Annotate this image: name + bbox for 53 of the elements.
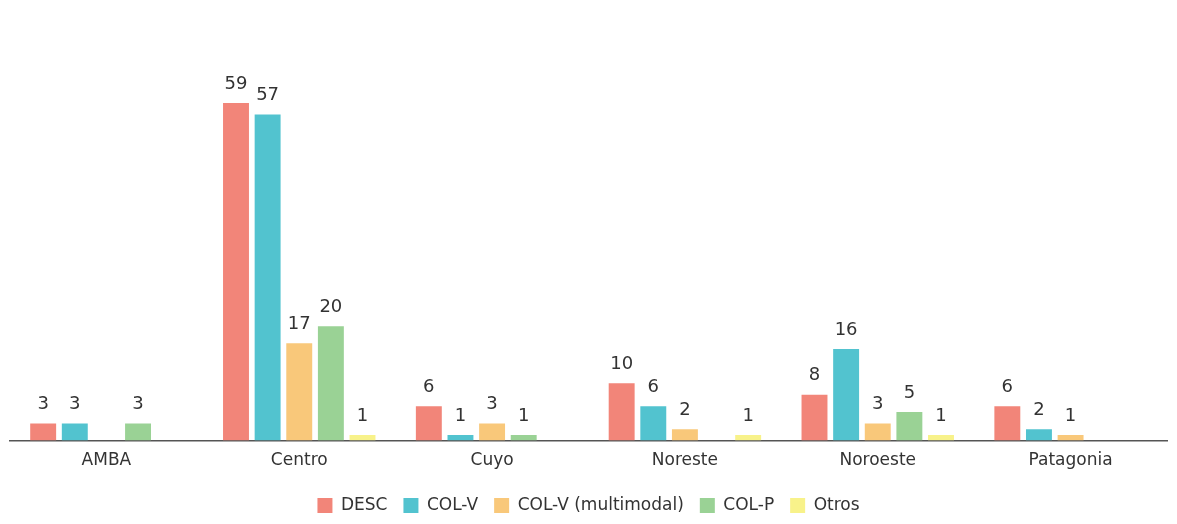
bar	[61, 423, 88, 441]
data-label: 1	[356, 403, 369, 425]
x-tick-label: AMBA	[81, 449, 132, 470]
data-label: 6	[1001, 374, 1014, 396]
bar	[223, 102, 249, 441]
bar	[317, 326, 344, 441]
data-label: 1	[935, 403, 947, 425]
x-tick-label: Patagonia	[1028, 449, 1113, 470]
bar	[994, 406, 1021, 441]
data-label: 8	[808, 363, 821, 385]
data-label: 1	[742, 403, 754, 425]
bar	[864, 423, 891, 441]
bar	[671, 429, 698, 441]
data-label: 20	[319, 294, 343, 316]
data-label: 57	[256, 83, 280, 105]
legend-label: COL-V (multimodal)	[517, 493, 684, 514]
bar	[640, 406, 667, 441]
data-label: 1	[517, 403, 530, 425]
bar	[30, 423, 57, 441]
data-label: 2	[1033, 397, 1045, 419]
x-tick-label: Noroeste	[839, 449, 917, 470]
bar	[896, 411, 923, 441]
data-label: 59	[224, 71, 248, 93]
data-label: 3	[132, 392, 144, 414]
data-label: 1	[454, 403, 467, 425]
legend-label: DESC	[340, 493, 388, 514]
data-label: 1	[1064, 403, 1077, 425]
data-label: 3	[872, 392, 884, 414]
bar	[801, 394, 828, 441]
data-label: 3	[69, 392, 81, 414]
x-tick-label: Noreste	[651, 449, 719, 470]
bar	[479, 423, 506, 441]
bar	[1025, 429, 1052, 441]
data-label: 6	[647, 374, 660, 396]
data-label: 3	[486, 392, 498, 414]
data-label: 2	[679, 397, 691, 419]
legend-label: Otros	[813, 493, 860, 514]
data-label: 6	[423, 374, 435, 396]
legend-label: COL-V	[426, 493, 479, 514]
bar	[254, 114, 281, 441]
data-label: 17	[287, 311, 311, 333]
bar	[608, 383, 635, 441]
bar	[125, 423, 152, 441]
data-label: 10	[610, 352, 634, 374]
legend-label: COL-P	[723, 493, 775, 514]
data-label: 16	[834, 317, 858, 339]
data-label: 5	[903, 380, 916, 402]
data-label: 3	[37, 392, 49, 414]
bar	[286, 343, 313, 441]
x-tick-label: Cuyo	[470, 449, 514, 470]
bar	[833, 349, 860, 441]
bar	[415, 406, 442, 441]
x-tick-label: Centro	[270, 449, 328, 470]
